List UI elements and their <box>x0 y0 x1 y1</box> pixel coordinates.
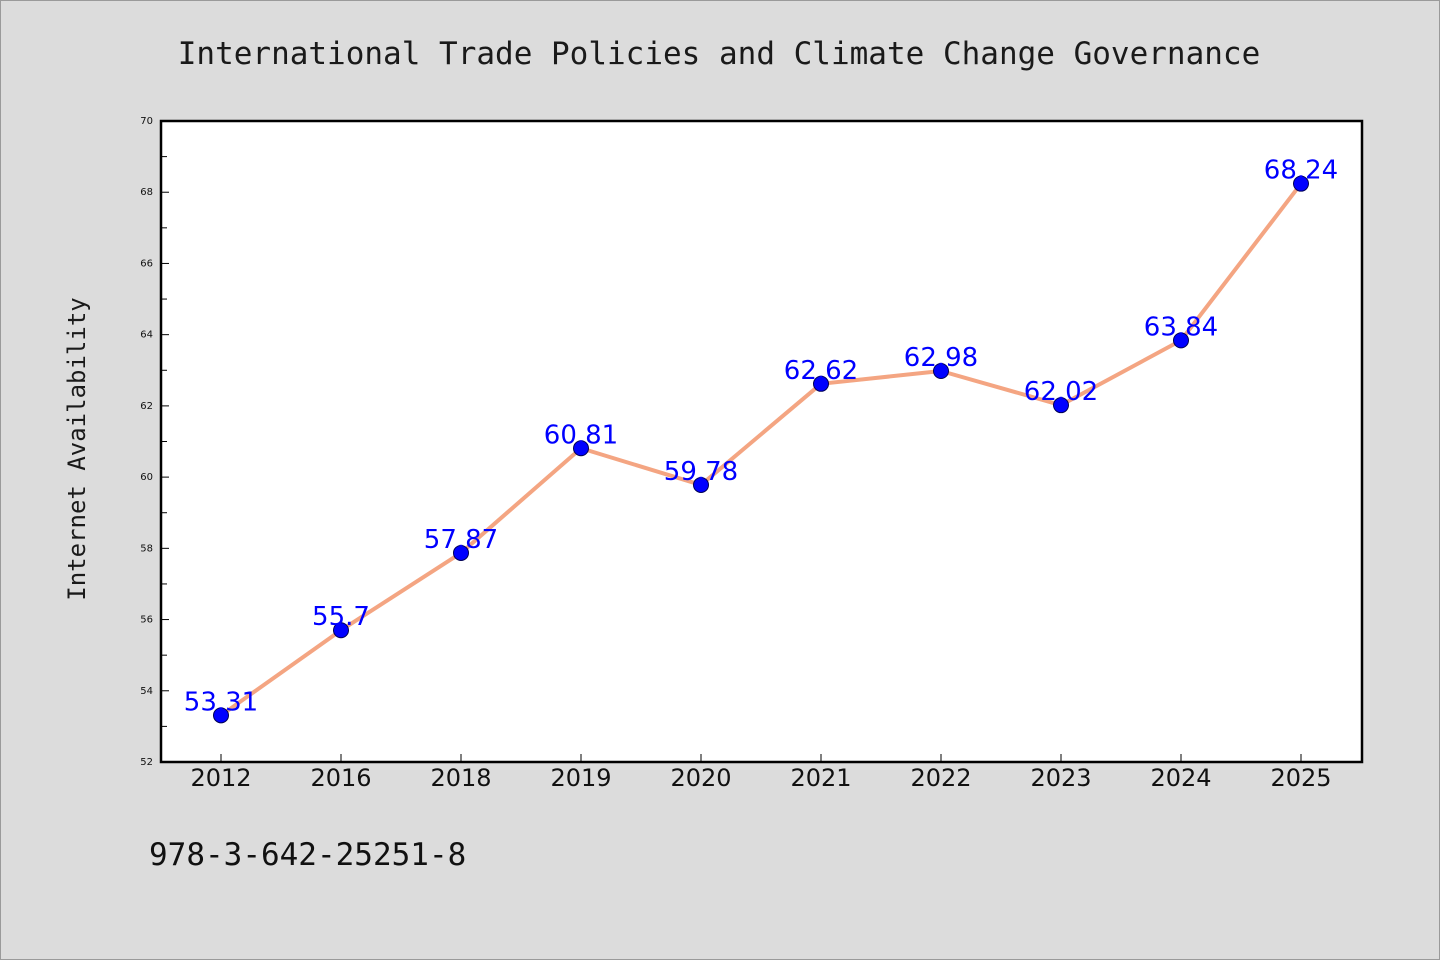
data-label: 60.81 <box>544 420 618 450</box>
data-point <box>453 544 469 561</box>
y-tick-label: 52 <box>140 757 153 768</box>
x-axis-ticks: 2012 2016 2018 2019 2020 2021 2022 2023 2024 2025 <box>190 754 1332 792</box>
plot-area <box>161 121 1362 762</box>
y-tick-label: 54 <box>140 686 153 697</box>
y-tick-label: 68 <box>140 187 153 198</box>
series-layer <box>213 175 1309 724</box>
y-tick-label: 70 <box>140 116 153 127</box>
series-line <box>219 182 1303 717</box>
y-axis-label: Internet Availability <box>63 297 91 600</box>
chart-title: International Trade Policies and Climate… <box>178 36 1261 72</box>
y-tick-label: 62 <box>140 401 153 412</box>
x-tick-label: 2023 <box>1030 764 1091 792</box>
x-tick-label: 2018 <box>430 764 491 792</box>
data-label: 62.62 <box>784 356 858 386</box>
data-point <box>933 362 949 379</box>
data-label: 62.98 <box>904 343 978 373</box>
y-axis-ticks: 52 54 56 58 60 62 64 66 68 70 <box>140 116 169 768</box>
x-tick-label: 2024 <box>1150 764 1211 792</box>
x-tick-label: 2012 <box>190 764 251 792</box>
data-label: 63.84 <box>1144 312 1218 342</box>
data-labels: 53.31 55.7 57.87 60.81 59.78 62.62 62.98 62.02 6… <box>184 156 1338 718</box>
x-tick-label: 2019 <box>550 764 611 792</box>
isbn-footnote: 978-3-642-25251-8 <box>149 837 466 873</box>
data-point <box>213 707 229 724</box>
plot-frame <box>159 119 1364 764</box>
x-tick-label: 2025 <box>1270 764 1331 792</box>
y-tick-label: 60 <box>140 472 153 483</box>
data-point <box>693 476 709 493</box>
data-label: 55.7 <box>312 602 370 632</box>
x-tick-label: 2020 <box>670 764 731 792</box>
x-tick-label: 2016 <box>310 764 371 792</box>
data-point <box>1173 332 1189 349</box>
data-label: 53.31 <box>184 687 258 717</box>
y-tick-label: 64 <box>140 330 153 341</box>
data-point <box>573 440 589 457</box>
y-tick-label: 66 <box>140 258 153 269</box>
data-point <box>813 375 829 392</box>
data-point <box>333 622 349 639</box>
y-tick-label: 56 <box>140 615 153 626</box>
data-point <box>1053 397 1069 414</box>
data-label: 68.24 <box>1264 156 1338 186</box>
y-tick-label: 58 <box>140 543 153 554</box>
x-tick-label: 2022 <box>910 764 971 792</box>
data-label: 62.02 <box>1024 377 1098 407</box>
data-label: 59.78 <box>664 457 738 487</box>
data-point <box>1293 175 1309 192</box>
data-label: 57.87 <box>424 525 498 555</box>
x-tick-label: 2021 <box>790 764 851 792</box>
